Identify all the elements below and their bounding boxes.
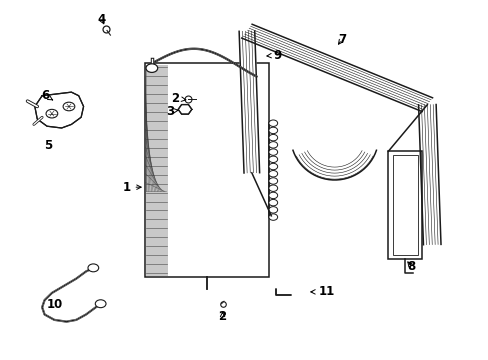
Text: 7: 7 xyxy=(337,33,346,46)
Circle shape xyxy=(268,214,277,220)
Circle shape xyxy=(268,185,277,192)
Circle shape xyxy=(268,207,277,213)
Polygon shape xyxy=(241,24,432,112)
Polygon shape xyxy=(418,104,440,245)
Bar xyxy=(145,64,167,276)
Text: 6: 6 xyxy=(41,89,53,102)
Bar xyxy=(144,63,268,277)
Circle shape xyxy=(268,149,277,155)
Bar xyxy=(387,151,422,259)
Circle shape xyxy=(268,192,277,199)
Circle shape xyxy=(146,64,158,72)
Text: 4: 4 xyxy=(97,13,105,26)
Circle shape xyxy=(95,300,106,308)
Circle shape xyxy=(63,102,75,111)
Text: 2: 2 xyxy=(218,310,226,323)
Circle shape xyxy=(88,264,99,272)
Bar xyxy=(392,155,417,255)
Circle shape xyxy=(268,199,277,206)
Text: 2: 2 xyxy=(171,92,185,105)
Text: 3: 3 xyxy=(166,105,178,118)
Circle shape xyxy=(268,127,277,134)
Polygon shape xyxy=(178,104,191,114)
Circle shape xyxy=(268,178,277,184)
Polygon shape xyxy=(239,31,259,173)
Circle shape xyxy=(268,163,277,170)
Text: 8: 8 xyxy=(407,260,415,273)
Circle shape xyxy=(268,141,277,148)
Circle shape xyxy=(268,171,277,177)
Circle shape xyxy=(268,156,277,162)
Circle shape xyxy=(46,109,58,118)
Text: 9: 9 xyxy=(266,49,281,62)
Circle shape xyxy=(268,134,277,141)
Text: 10: 10 xyxy=(47,298,63,311)
Circle shape xyxy=(268,120,277,126)
Text: 5: 5 xyxy=(44,139,53,152)
Polygon shape xyxy=(35,92,83,128)
Text: 1: 1 xyxy=(122,181,141,194)
Text: 11: 11 xyxy=(310,285,334,298)
